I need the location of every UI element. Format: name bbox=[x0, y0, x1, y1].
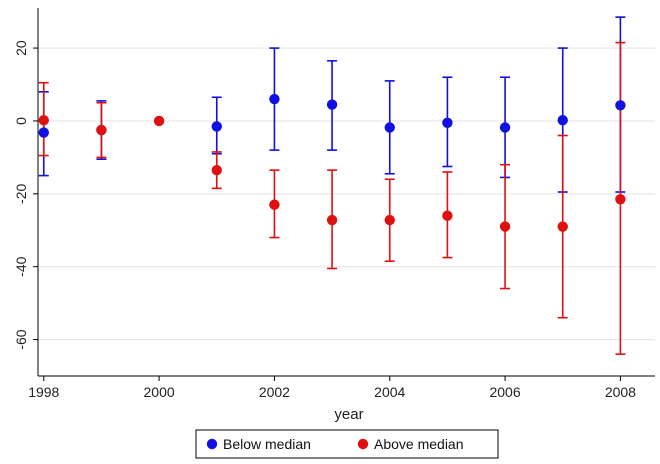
x-tick-label: 2004 bbox=[374, 384, 405, 400]
data-layer bbox=[38, 16, 626, 355]
x-axis-title: year bbox=[334, 406, 363, 423]
legend-label: Below median bbox=[223, 436, 311, 452]
legend-label: Above median bbox=[374, 436, 464, 452]
x-tick-label: 2008 bbox=[605, 384, 636, 400]
x-tick-label: 2000 bbox=[144, 384, 175, 400]
data-point bbox=[153, 115, 165, 127]
data-point bbox=[499, 221, 511, 232]
y-tick-label: 20 bbox=[13, 40, 29, 56]
data-point bbox=[557, 221, 568, 232]
data-point bbox=[384, 214, 395, 226]
data-point bbox=[211, 121, 222, 132]
legend: Below median Above median bbox=[195, 429, 499, 459]
y-tick-label: -40 bbox=[13, 256, 29, 276]
axes-layer: 20 0 -20 -40 -60 1998 2000 2002 2004 2006 2008 bbox=[13, 8, 655, 400]
legend-box bbox=[195, 429, 499, 459]
data-point bbox=[442, 117, 453, 128]
x-tick-label: 2002 bbox=[259, 384, 290, 400]
data-point bbox=[615, 100, 626, 111]
data-point bbox=[269, 93, 280, 105]
data-point bbox=[384, 122, 395, 133]
data-point bbox=[96, 124, 107, 136]
y-tick-label: -20 bbox=[13, 183, 29, 203]
x-tick-label: 2006 bbox=[489, 384, 520, 400]
y-tick-label: -60 bbox=[13, 329, 29, 349]
data-point bbox=[499, 122, 511, 133]
data-point bbox=[326, 99, 338, 110]
data-point bbox=[269, 199, 280, 210]
data-point bbox=[557, 115, 568, 126]
grid-layer bbox=[38, 47, 655, 341]
data-point bbox=[326, 214, 338, 226]
markers-above-median bbox=[38, 115, 626, 232]
data-point bbox=[211, 164, 222, 176]
data-point bbox=[615, 194, 626, 205]
y-tick-label: 0 bbox=[13, 117, 29, 125]
data-point bbox=[38, 115, 49, 126]
x-tick-label: 1998 bbox=[28, 384, 59, 400]
legend-marker bbox=[206, 438, 218, 450]
markers-below-median bbox=[38, 93, 626, 138]
data-point bbox=[38, 127, 49, 138]
legend-marker bbox=[357, 438, 369, 450]
data-point bbox=[442, 210, 453, 221]
